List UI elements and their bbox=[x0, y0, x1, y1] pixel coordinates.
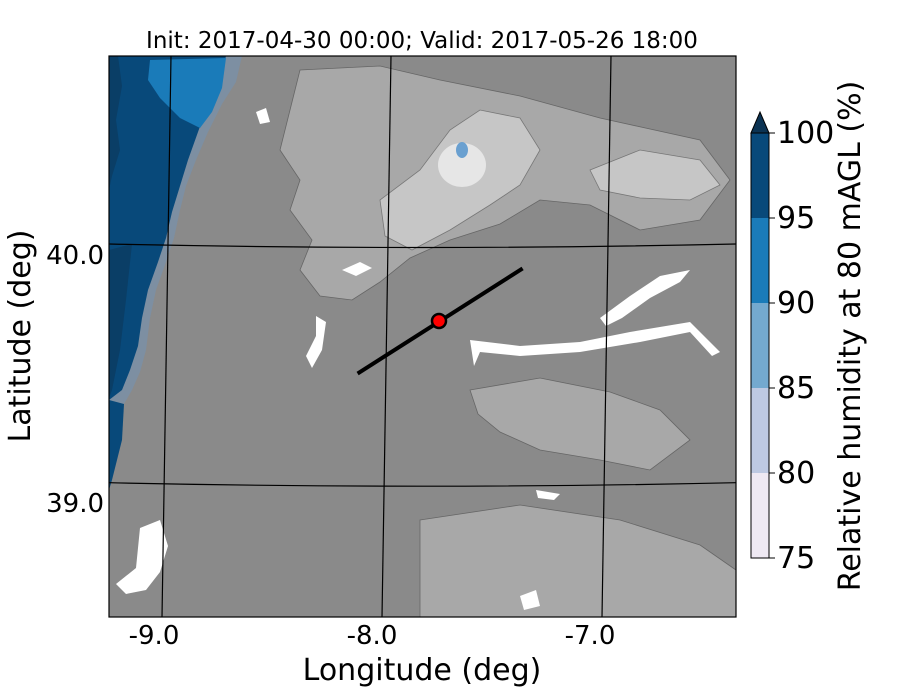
graticule bbox=[109, 56, 736, 617]
map-panel bbox=[109, 56, 736, 617]
parallel-line bbox=[109, 482, 736, 487]
river-east-upper bbox=[600, 270, 690, 326]
dry-patch-north bbox=[342, 262, 372, 276]
y-tick-label: 40.0 bbox=[46, 241, 104, 271]
dry-patch-south-2 bbox=[520, 590, 540, 610]
site-marker bbox=[430, 312, 448, 330]
colorbar-block bbox=[751, 388, 769, 473]
colorbar-frame bbox=[750, 132, 770, 559]
y-axis: 40.0 39.0 Latitude (deg) bbox=[3, 230, 104, 519]
colorbar-block bbox=[751, 218, 769, 303]
x-tick-label: -7.0 bbox=[565, 621, 616, 651]
colorbar-blocks bbox=[751, 133, 769, 558]
ocean-region bbox=[109, 56, 226, 400]
dry-patch-coast bbox=[256, 108, 270, 124]
plateau-region-south bbox=[469, 377, 691, 471]
colorbar-extend-arrow bbox=[750, 110, 770, 134]
river-east-lower bbox=[470, 322, 720, 366]
ocean-southwest-region bbox=[109, 400, 124, 490]
colorbar-tick-label: 75 bbox=[777, 541, 815, 576]
colorbar-label: Relative humidity at 80 mAGL (%) bbox=[833, 81, 868, 592]
meridian-line bbox=[601, 56, 612, 617]
colorbar-tick-label: 100 bbox=[777, 116, 834, 151]
y-axis-label: Latitude (deg) bbox=[3, 230, 38, 443]
ocean-light-patch bbox=[148, 58, 226, 128]
colorbar-tick-label: 80 bbox=[777, 456, 815, 491]
x-axis-label: Longitude (deg) bbox=[303, 653, 542, 688]
summit-moist-spot bbox=[456, 142, 468, 158]
colorbar-block bbox=[751, 303, 769, 388]
colorbar-ticks: 75 80 85 90 95 100 bbox=[769, 116, 834, 576]
colorbar-block bbox=[751, 133, 769, 218]
colorbar-tick-label: 95 bbox=[777, 201, 815, 236]
colorbar-tick-label: 90 bbox=[777, 286, 815, 321]
y-tick-label: 39.0 bbox=[46, 489, 104, 519]
meridian-line bbox=[381, 56, 392, 617]
highland-ridge-east bbox=[589, 149, 721, 201]
meridian-line bbox=[161, 56, 172, 617]
colorbar-tick-label: 85 bbox=[777, 371, 815, 406]
dry-patch-south bbox=[536, 490, 560, 500]
parallel-line bbox=[109, 243, 736, 249]
dry-patch-west bbox=[306, 316, 326, 368]
x-axis: -9.0 -8.0 -7.0 Longitude (deg) bbox=[129, 621, 616, 688]
lowland-region-southeast bbox=[419, 504, 736, 617]
colorbar: 75 80 85 90 95 100 Relative humidity at 80 mA… bbox=[750, 81, 868, 592]
map-frame bbox=[108, 55, 737, 618]
dry-patch-southwest bbox=[116, 520, 168, 594]
colorbar-block bbox=[751, 473, 769, 558]
ocean-deep-region-2 bbox=[109, 244, 132, 398]
x-tick-label: -9.0 bbox=[129, 621, 180, 651]
x-tick-label: -8.0 bbox=[347, 621, 398, 651]
chart-title: Init: 2017-04-30 00:00; Valid: 2017-05-2… bbox=[146, 28, 698, 54]
summit-peak bbox=[438, 143, 486, 187]
ocean-deep-region bbox=[109, 56, 122, 190]
